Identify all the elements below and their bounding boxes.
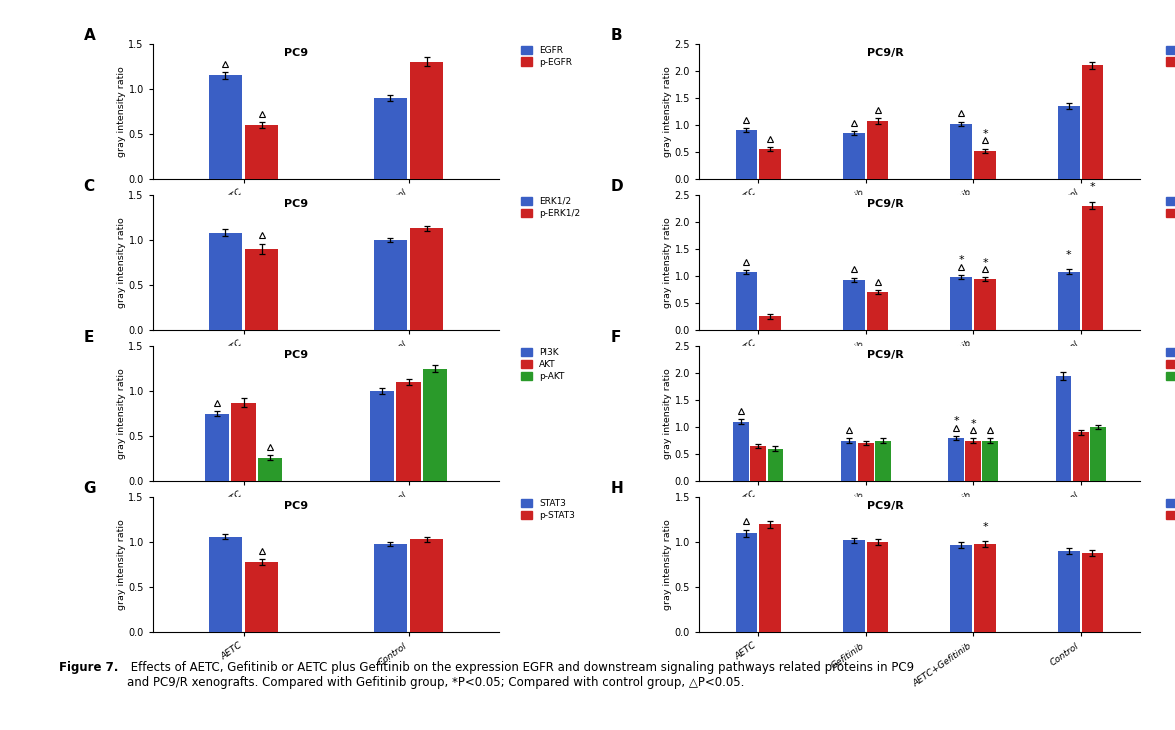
Bar	[840, 440, 857, 481]
Bar	[1058, 551, 1080, 632]
Bar	[982, 440, 999, 481]
Bar	[370, 391, 395, 481]
Bar	[767, 449, 784, 481]
Bar	[374, 240, 408, 330]
Text: H: H	[611, 481, 624, 496]
Bar	[751, 446, 766, 481]
Text: PC9/R: PC9/R	[867, 48, 904, 58]
Bar	[759, 524, 781, 632]
Text: D: D	[611, 179, 624, 193]
Y-axis label: gray intensity ratio: gray intensity ratio	[116, 519, 126, 610]
Bar	[209, 233, 242, 330]
Bar	[1055, 376, 1072, 481]
Bar	[842, 280, 865, 330]
Bar	[867, 121, 888, 179]
Y-axis label: gray intensity ratio: gray intensity ratio	[663, 217, 672, 308]
Bar	[951, 545, 972, 632]
Bar	[374, 98, 408, 179]
Y-axis label: gray intensity ratio: gray intensity ratio	[116, 66, 126, 157]
Bar	[951, 124, 972, 179]
Bar	[759, 317, 781, 330]
Bar	[948, 438, 963, 481]
Legend: ERK1/2, p-ERK1/2: ERK1/2, p-ERK1/2	[522, 196, 580, 218]
Bar	[842, 540, 865, 632]
Text: *: *	[953, 416, 959, 426]
Text: F: F	[611, 330, 622, 345]
Text: *: *	[1066, 250, 1072, 260]
Text: *: *	[982, 258, 988, 268]
Text: PC9/R: PC9/R	[867, 502, 904, 511]
Bar	[1082, 66, 1103, 179]
Bar	[257, 458, 282, 481]
Text: E: E	[83, 330, 94, 345]
Bar	[736, 272, 757, 330]
Text: *: *	[982, 522, 988, 531]
Y-axis label: gray intensity ratio: gray intensity ratio	[663, 519, 672, 610]
Bar	[974, 544, 996, 632]
Legend: PI3K, AKT, p-AKT: PI3K, AKT, p-AKT	[522, 347, 565, 380]
Bar	[1082, 206, 1103, 330]
Legend: STAT3, p-STAT3: STAT3, p-STAT3	[1167, 499, 1175, 520]
Bar	[867, 542, 888, 632]
Bar	[951, 277, 972, 330]
Bar	[875, 440, 891, 481]
Bar	[1058, 106, 1080, 179]
Bar	[244, 562, 278, 632]
Bar	[867, 292, 888, 330]
Bar	[374, 544, 408, 632]
Legend: ERK1/2, p-ERK1/2: ERK1/2, p-ERK1/2	[1167, 196, 1175, 218]
Bar	[736, 533, 757, 632]
Bar	[1082, 553, 1103, 632]
Bar	[974, 279, 996, 330]
Text: *: *	[1089, 182, 1095, 193]
Bar	[1058, 272, 1080, 330]
Bar	[410, 539, 443, 632]
Text: PC9/R: PC9/R	[867, 199, 904, 209]
Text: PC9/R: PC9/R	[867, 350, 904, 360]
Bar	[736, 130, 757, 179]
Text: Effects of AETC, Gefitinib or AETC plus Gefitinib on the expression EGFR and dow: Effects of AETC, Gefitinib or AETC plus …	[127, 661, 914, 688]
Text: G: G	[83, 481, 96, 496]
Bar	[396, 382, 421, 481]
Bar	[733, 422, 748, 481]
Bar	[410, 62, 443, 179]
Bar	[759, 149, 781, 179]
Bar	[966, 440, 981, 481]
Legend: STAT3, p-STAT3: STAT3, p-STAT3	[522, 499, 575, 520]
Bar	[842, 133, 865, 179]
Text: B: B	[611, 28, 623, 42]
Text: PC9: PC9	[284, 199, 309, 209]
Text: A: A	[83, 28, 95, 42]
Bar	[410, 228, 443, 330]
Text: C: C	[83, 179, 94, 193]
Bar	[244, 249, 278, 330]
Text: Figure 7.: Figure 7.	[59, 661, 119, 674]
Legend: EGFR, p-EGFR: EGFR, p-EGFR	[1167, 45, 1175, 66]
Text: PC9: PC9	[284, 350, 309, 360]
Legend: PI3K, AKT, p-AKT: PI3K, AKT, p-AKT	[1167, 347, 1175, 380]
Text: PC9: PC9	[284, 502, 309, 511]
Y-axis label: gray intensity ratio: gray intensity ratio	[663, 368, 672, 459]
Y-axis label: gray intensity ratio: gray intensity ratio	[116, 217, 126, 308]
Bar	[423, 369, 448, 481]
Bar	[974, 151, 996, 179]
Bar	[231, 403, 256, 481]
Bar	[244, 125, 278, 179]
Bar	[209, 75, 242, 179]
Y-axis label: gray intensity ratio: gray intensity ratio	[116, 368, 126, 459]
Text: *: *	[982, 129, 988, 139]
Bar	[1090, 427, 1106, 481]
Bar	[858, 443, 874, 481]
Text: *: *	[971, 419, 976, 429]
Y-axis label: gray intensity ratio: gray intensity ratio	[663, 66, 672, 157]
Text: PC9: PC9	[284, 48, 309, 58]
Legend: EGFR, p-EGFR: EGFR, p-EGFR	[522, 45, 572, 66]
Bar	[204, 413, 229, 481]
Bar	[209, 537, 242, 632]
Bar	[1073, 432, 1088, 481]
Text: *: *	[959, 255, 965, 266]
